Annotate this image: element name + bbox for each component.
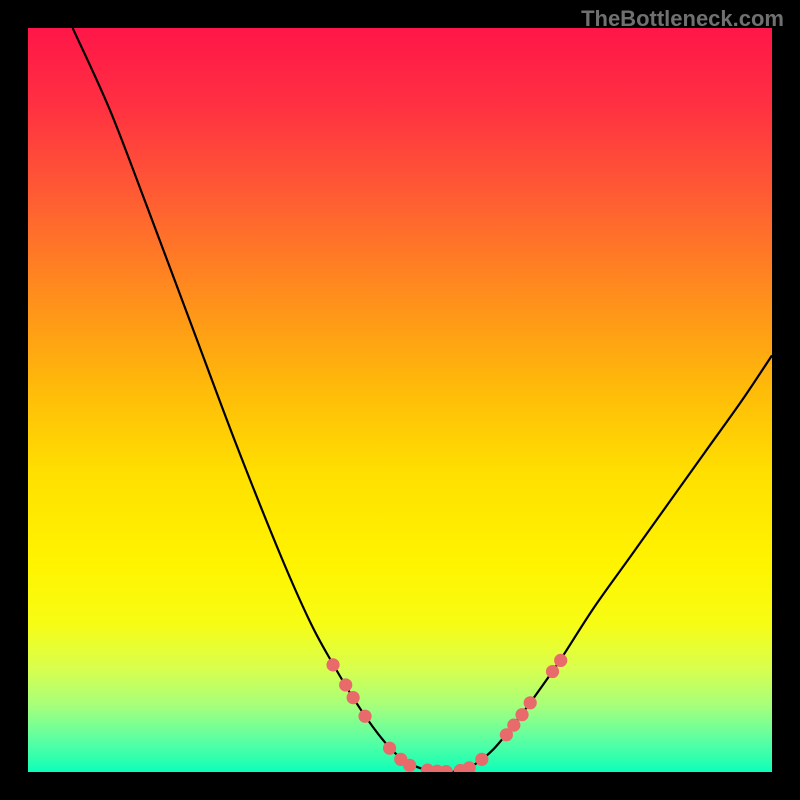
plot-area <box>28 28 772 772</box>
highlight-dot <box>546 665 559 678</box>
highlight-dot <box>515 708 528 721</box>
bottleneck-curve <box>73 28 772 772</box>
highlight-dot <box>440 765 453 772</box>
highlight-dot <box>554 654 567 667</box>
highlight-dot <box>524 696 537 709</box>
chart-container: TheBottleneck.com <box>0 0 800 800</box>
highlight-dots <box>326 654 567 772</box>
curve-layer <box>28 28 772 772</box>
highlight-dot <box>326 658 339 671</box>
highlight-dot <box>475 753 488 766</box>
highlight-dot <box>347 691 360 704</box>
highlight-dot <box>507 719 520 732</box>
watermark-text: TheBottleneck.com <box>581 6 784 32</box>
highlight-dot <box>339 678 352 691</box>
highlight-dot <box>383 742 396 755</box>
highlight-dot <box>463 761 476 772</box>
highlight-dot <box>403 759 416 772</box>
highlight-dot <box>358 710 371 723</box>
